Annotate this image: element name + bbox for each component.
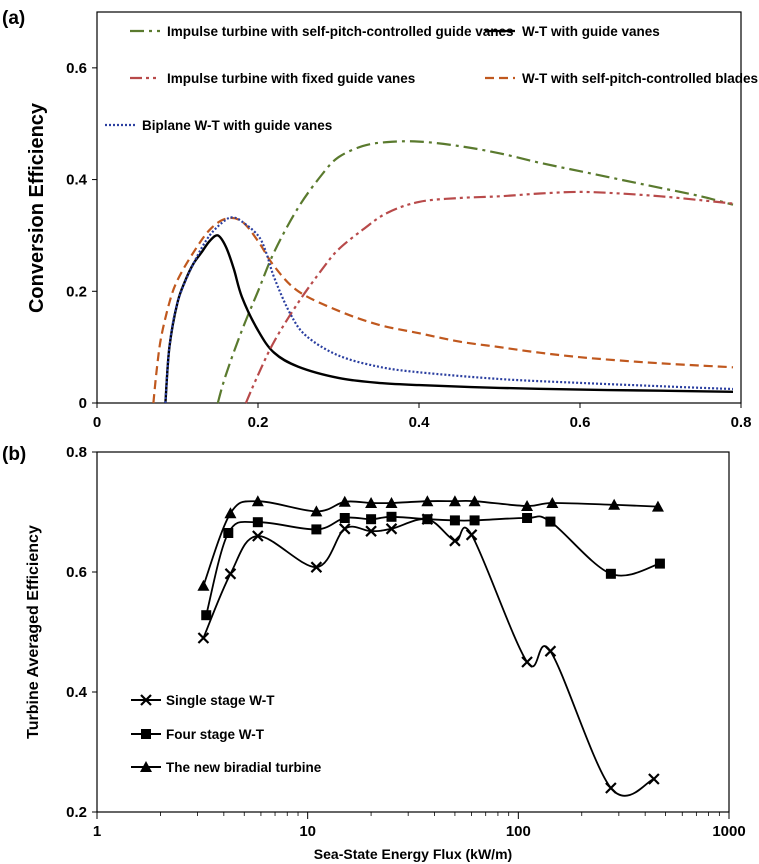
panel-b-marker-square [422,514,433,525]
panel-a-y-tick-label: 0.6 [66,60,87,77]
legend-label-biplane-wt: Biplane W-T with guide vanes [142,118,332,133]
panel-b-marker-x [385,523,398,535]
panel-a-x-tick-label: 0.2 [248,414,269,431]
panel-a-y-tick-label: 0.2 [66,283,87,300]
panel-b-marker-square [223,528,234,538]
legend-label-wt-guide-vanes: W-T with guide vanes [522,24,660,39]
panel-b-marker-square [339,513,350,523]
panel-b-marker-square [252,517,263,528]
panel-b-marker-x [449,535,461,547]
panel-b-marker-triangle [651,500,664,512]
panel-b-marker-x [338,523,351,535]
panel-b-marker-x [197,632,210,644]
panel-b-marker-triangle [365,497,378,508]
panel-b-marker-triangle [224,507,237,519]
panel-b-marker-x [252,530,264,542]
panel-a-y-axis-label: Conversion Efficiency [26,102,48,313]
panel-a-label: (a) [2,8,25,29]
panel-b-label: (b) [2,444,26,465]
panel-b-series-line-1 [205,515,661,616]
panel-a-legend: Impulse turbine with self-pitch-controll… [105,24,758,133]
panel-a-series-line-3 [152,216,734,404]
panel-a-series-line-2 [244,190,734,404]
panel-b-x-tick-label: 100 [506,823,531,840]
panel-b-marker-triangle [251,495,264,507]
panel-b-marker-square [311,524,322,535]
panel-b-y-axis-label: Turbine Averaged Efficiency [25,525,42,739]
legend-label-impulse-self-pitch: Impulse turbine with self-pitch-controll… [167,24,514,39]
panel-b-y-tick-label: 0.2 [66,804,87,821]
panel-b-marker-x [648,773,660,785]
panel-b-marker-triangle [546,497,559,508]
panel-b-x-tick-label: 1 [93,823,101,840]
panel-b-y-tick-label: 0.4 [66,684,88,701]
panel-b-marker-triangle [310,505,323,517]
panel-b-marker-square [386,511,397,522]
panel-b-x-tick-label: 10 [299,823,316,840]
panel-b-marker-triangle [197,579,210,591]
panel-b-marker-x [310,561,323,573]
panel-a-y-tick-label: 0 [79,395,87,412]
panel-b-marker-x [224,568,237,580]
panel-b-marker-square [469,515,480,526]
panel-b-marker-triangle [468,495,481,507]
legend-label-biradial: The new biradial turbine [166,760,322,775]
panel-a-x-tick-label: 0.4 [409,414,431,431]
panel-b-series-line-0 [202,518,655,797]
panel-b-x-axis-label: Sea-State Energy Flux (kW/m) [314,846,512,862]
panel-a-y-tick-label: 0.4 [66,172,88,189]
panel-b-marker-triangle [448,495,461,507]
panel-b-plot-frame [96,451,730,813]
panel-b-marker-square [545,516,556,527]
panel-b-marker-square [522,513,533,523]
legend-marker-triangle [140,761,152,772]
panel-a-x-tick-label: 0.6 [570,414,591,431]
legend-marker-square [141,729,151,739]
panel-b-marker-square [654,558,665,569]
panel-b-marker-square [449,515,460,526]
panel-b-marker-triangle [338,495,351,507]
panel-a-x-tick-label: 0 [93,414,101,431]
panel-a: (a) Conversion Efficiency 0 0.2 0.4 0.6 0.80… [2,8,758,431]
panel-b-y-tick-label: 0.8 [66,444,87,461]
panel-b-marker-square [201,610,212,621]
panel-a-series-line-1 [164,234,734,404]
legend-label-single-stage: Single stage W-T [166,693,275,708]
panel-b-marker-x [465,529,478,541]
legend-label-impulse-fixed: Impulse turbine with fixed guide vanes [167,71,415,86]
panel-b-marker-x [605,782,617,794]
panel-b-marker-triangle [385,497,398,508]
panel-b-ticks: 1 10 100 1000 0.2 0.4 0.6 0.8 [66,444,746,840]
panel-a-series-line-0 [216,140,734,404]
panel-b-marker-x [521,656,533,668]
panel-b-marker-x [544,645,557,657]
legend-marker-x [140,694,152,706]
panel-b-legend: Single stage W-T Four stage W-T The new … [131,693,322,775]
panel-b-marker-triangle [421,495,434,507]
panel-b: (b) Turbine Averaged Efficiency Sea-Stat… [2,444,746,862]
panel-a-ticks: 0 0.2 0.4 0.6 0.8 0 0.2 0.4 0.6 [66,60,751,431]
legend-label-wt-self-pitch-blades: W-T with self-pitch-controlled blades [522,71,758,86]
panel-b-marker-x [365,525,377,537]
panel-b-x-tick-label: 1000 [712,823,745,840]
panel-a-x-tick-label: 0.8 [731,414,752,431]
legend-label-four-stage: Four stage W-T [166,727,265,742]
panel-b-marker-triangle [608,498,621,510]
panel-b-series [197,495,665,797]
panel-b-series-line-2 [202,499,659,587]
panel-b-marker-square [605,568,616,579]
panel-b-marker-triangle [521,500,534,511]
panel-a-series-line-4 [164,216,734,404]
panel-a-series [152,140,734,404]
panel-b-marker-square [366,514,377,525]
panel-b-y-tick-label: 0.6 [66,564,87,581]
